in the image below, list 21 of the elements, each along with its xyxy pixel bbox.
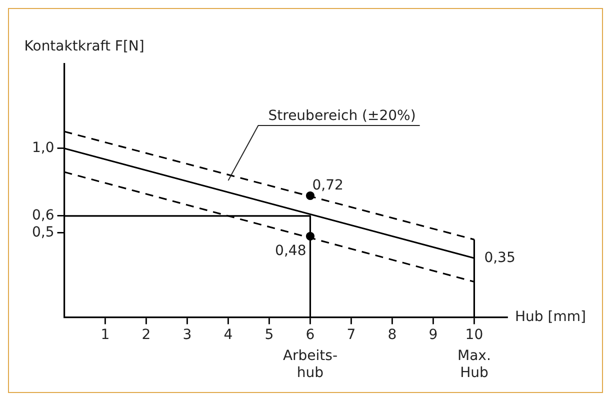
x-tick-label: 3 [182,327,192,344]
x-tick-label: 6 [306,327,315,344]
y-tick-label: 0,6 [32,208,54,224]
annotation: Max. Hub [458,348,491,381]
y-axis-title: Kontaktkraft F[N] [24,38,144,55]
x-axis-title: Hub [mm] [515,308,586,325]
annotation: Arbeits- hub [282,348,338,381]
x-tick-label: 10 [465,327,484,344]
x-tick-label: 2 [142,327,151,344]
x-tick-label: 1 [100,327,110,344]
x-tick-label: 9 [428,327,438,344]
x-tick-label: 5 [264,327,274,344]
data-label: 0,35 [484,250,516,266]
x-tick-label: 8 [388,327,397,344]
y-tick-label: 1,0 [32,140,54,156]
data-label: 0,48 [275,242,306,259]
x-tick-label: 4 [224,327,233,344]
annotation: Streubereich (±20%) [268,108,416,124]
y-tick-label: 0,5 [32,224,54,240]
x-tick-label: 7 [346,327,356,344]
data-label: 0,72 [312,177,344,194]
